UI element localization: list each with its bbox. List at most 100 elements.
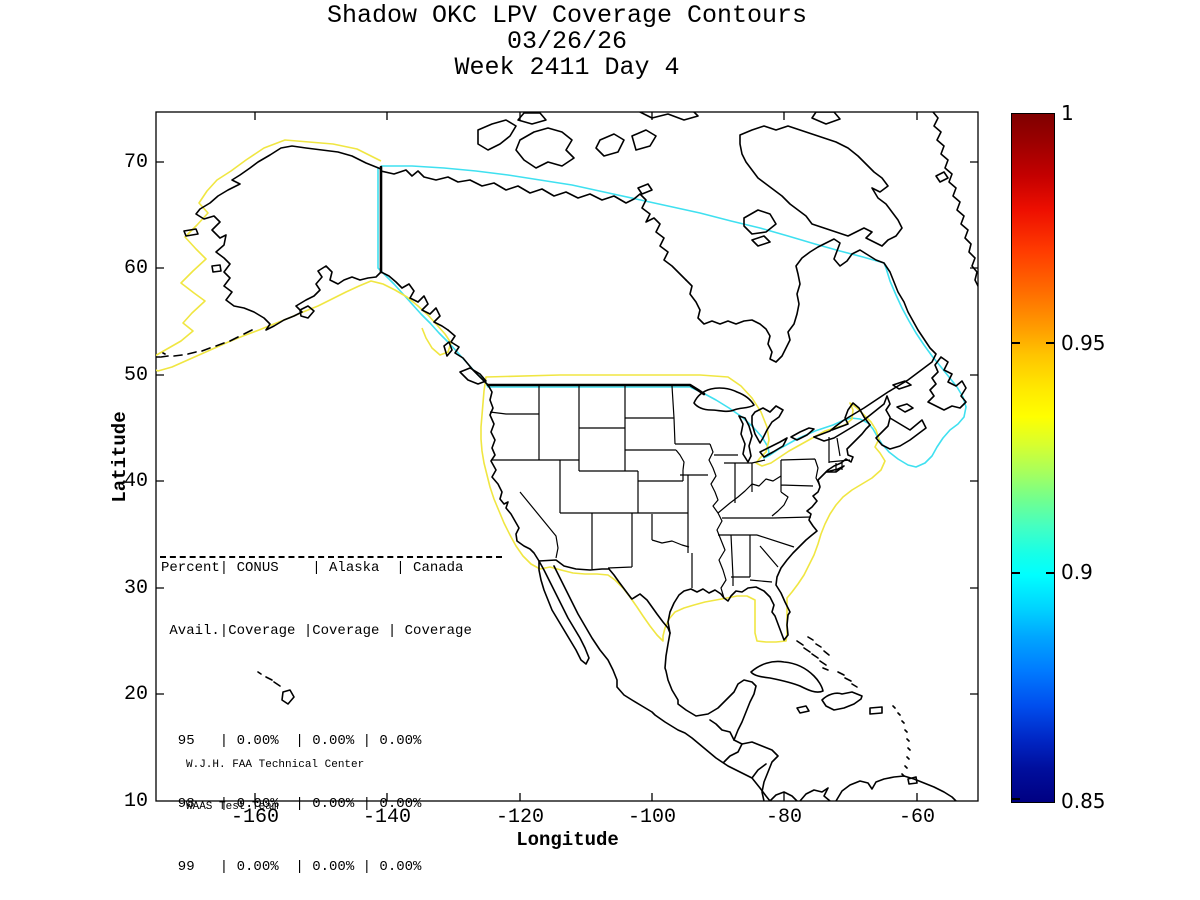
colorbar-label-085: 0.85 — [1061, 789, 1106, 813]
south-america-coast — [799, 775, 957, 801]
colorbar — [1011, 113, 1055, 803]
state-borders-west — [489, 385, 638, 559]
honduras-nicaragua-borders — [723, 743, 767, 779]
banks-island — [477, 119, 517, 151]
state-borders-southwest — [560, 471, 693, 588]
y-axis-label: Latitude — [109, 411, 131, 503]
figure-title: Shadow OKC LPV Coverage Contours — [326, 1, 808, 30]
nova-scotia-new-brunswick — [875, 417, 927, 450]
prince-of-wales-island — [595, 133, 625, 157]
map-layers — [156, 112, 978, 801]
state-borders-northeast — [771, 437, 851, 517]
us-canada-border — [486, 383, 706, 396]
colorbar-tick-090-right — [1046, 572, 1054, 574]
hudson-bay-labrador-coastline — [685, 238, 937, 438]
attribution-line-2: WAAS Test Team — [186, 801, 279, 813]
alaska-coverage-contour — [156, 139, 452, 372]
y-tick-label-2: 50 — [123, 364, 148, 387]
ohio-river-border — [717, 475, 782, 514]
prince-edward-island — [896, 403, 914, 413]
conus-west-coast — [487, 384, 540, 562]
guatemala-border — [709, 719, 735, 741]
x-tick-label-2: -120 — [495, 806, 544, 829]
victoria-island — [515, 127, 575, 169]
lake-erie — [759, 437, 788, 458]
figure-date: 03/26/26 — [506, 27, 628, 56]
colorbar-label-090: 0.9 — [1061, 560, 1093, 584]
alaska-panhandle-coastline — [380, 271, 449, 331]
nunivak-island — [211, 264, 222, 273]
hawaiian-islands — [257, 671, 295, 705]
attribution-line-1: W.J.H. FAA Technical Center — [186, 759, 365, 771]
conus-coverage-contour — [480, 374, 886, 643]
coverage-table-divider — [160, 556, 502, 558]
puerto-rico — [869, 706, 883, 715]
anticosti-island — [892, 380, 912, 390]
us-mexico-border — [538, 559, 671, 634]
st-lawrence-island — [183, 228, 199, 237]
baja-california — [538, 560, 590, 665]
coverage-table-header-1: Percent| CONUS | Alaska | Canada — [161, 560, 464, 576]
x-tick-label-3: -100 — [627, 806, 676, 829]
lake-michigan — [738, 415, 753, 463]
mexico-pacific-coast — [553, 565, 771, 801]
mexico-gulf-coast-yucatan — [664, 632, 779, 801]
st-lawrence-south-shore — [813, 395, 891, 442]
x-tick-label-5: -60 — [898, 806, 935, 829]
devon-island — [639, 112, 699, 121]
state-borders-midwest — [714, 454, 766, 503]
british-columbia-coastline — [447, 329, 489, 386]
x-ticks-top — [254, 112, 918, 120]
mississippi-river-border — [708, 443, 727, 599]
y-ticks-right — [970, 161, 978, 695]
colorbar-label-1: 1 — [1061, 101, 1074, 125]
y-tick-label-5: 20 — [123, 683, 148, 706]
ellesmere-island — [811, 112, 841, 125]
x-tick-label-0: -160 — [230, 806, 279, 829]
coverage-table-row: 99 | 0.00% | 0.00% | 0.00% — [161, 859, 422, 875]
gulf-and-east-coast — [667, 424, 871, 641]
attribution: W.J.H. FAA Technical Center WAAS Test Te… — [186, 730, 364, 842]
coverage-table-spacer — [161, 684, 472, 689]
southampton-island — [743, 209, 777, 235]
canada-coverage-contour — [377, 165, 967, 468]
kodiak-island — [299, 305, 315, 319]
greenland-coastline — [932, 112, 978, 287]
lake-superior — [693, 387, 755, 413]
newfoundland-island — [927, 356, 967, 411]
hispaniola — [821, 691, 863, 711]
canada-arctic-coastline — [380, 169, 687, 281]
coverage-table-header-2: Avail.|Coverage |Coverage | Coverage — [161, 623, 472, 639]
baffin-island — [739, 125, 903, 247]
long-island — [825, 465, 845, 473]
state-borders-plains — [625, 385, 710, 482]
jamaica — [796, 705, 810, 714]
axis-tick-marks — [156, 112, 978, 801]
maine-border — [831, 402, 871, 431]
state-borders-south — [718, 516, 812, 586]
us-state-borders — [489, 385, 851, 599]
y-tick-label-4: 30 — [123, 577, 148, 600]
axes-frame — [155, 111, 979, 802]
y-tick-label-1: 60 — [123, 257, 148, 280]
king-william-island — [637, 183, 653, 195]
lesser-antilles — [892, 705, 918, 785]
y-tick-label-0: 70 — [123, 151, 148, 174]
colorbar-label-095: 0.95 — [1061, 331, 1106, 355]
melville-island — [517, 112, 547, 125]
colorbar-tick-095-right — [1046, 342, 1054, 344]
alaska-coastline — [195, 145, 382, 331]
y-tick-label-6: 10 — [123, 790, 148, 813]
x-axis-label: Longitude — [516, 829, 619, 851]
lake-huron — [751, 405, 784, 444]
bahamas — [796, 636, 858, 688]
vancouver-island — [459, 367, 487, 385]
figure-week-day: Week 2411 Day 4 — [454, 53, 680, 82]
somerset-island — [631, 129, 657, 151]
coverage-table: Percent| CONUS | Alaska | Canada Avail.|… — [161, 516, 472, 900]
colorbar-tick-090-left — [1012, 572, 1020, 574]
haida-gwaii — [443, 341, 453, 357]
panama-coast — [769, 791, 798, 801]
x-tick-label-4: -80 — [765, 806, 802, 829]
